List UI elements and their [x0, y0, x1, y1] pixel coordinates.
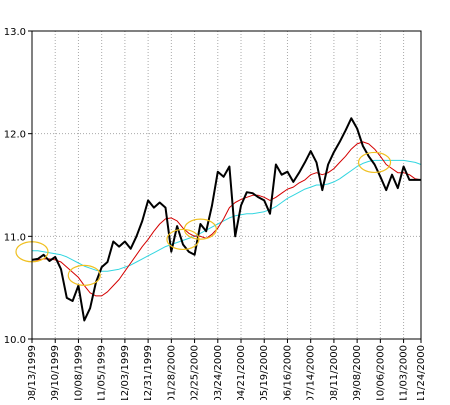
x-tick-label: 12/03/1999: [120, 345, 131, 400]
x-tick-labels: 08/13/1999 09/10/1999 10/08/1999 11/05/1999…: [27, 345, 427, 403]
x-tick-label: 09/10/1999: [50, 345, 61, 400]
x-tick-label: 11/03/2000: [399, 345, 410, 400]
x-tick-label: 02/25/2000: [190, 345, 201, 400]
axis-layer: [28, 30, 422, 343]
x-tick-label: 08/13/1999: [27, 345, 38, 400]
crossover-marker: [166, 228, 200, 251]
y-tick-label: 11.0: [4, 232, 26, 243]
x-tick-label: 01/28/2000: [166, 345, 177, 400]
marker-layer: [15, 151, 392, 286]
ma-long-line: [32, 159, 422, 272]
price-line: [31, 117, 421, 322]
x-tick-label: 08/11/2000: [329, 345, 340, 400]
grid-layer: [32, 31, 421, 339]
crossover-marker: [357, 151, 392, 174]
x-tick-label: 09/08/2000: [352, 345, 363, 400]
y-tick-label: 13.0: [4, 27, 26, 38]
x-tick-label: 04/21/2000: [236, 345, 247, 400]
y-tick-label: 10.0: [4, 335, 26, 346]
y-tick-label: 12.0: [4, 130, 26, 141]
crossover-marker: [183, 218, 217, 240]
x-tick-label: 12/31/1999: [143, 345, 154, 400]
series-layer: [31, 117, 422, 322]
plot-frame: [31, 30, 422, 340]
x-tick-label: 10/06/2000: [375, 345, 386, 400]
x-tick-label: 05/19/2000: [259, 345, 270, 400]
crossover-marker: [67, 264, 101, 286]
x-tick-label: 11/05/1999: [97, 345, 108, 400]
x-tick-label: 11/24/2000: [416, 345, 427, 400]
x-tick-label: 03/24/2000: [213, 345, 224, 400]
ma-short-line: [32, 141, 422, 297]
x-tick-label: 10/08/1999: [73, 345, 84, 400]
y-tick-labels: 10.0 11.0 12.0 13.0: [4, 27, 26, 346]
x-tick-label: 07/14/2000: [306, 345, 317, 400]
x-tick-label: 06/16/2000: [282, 345, 293, 400]
